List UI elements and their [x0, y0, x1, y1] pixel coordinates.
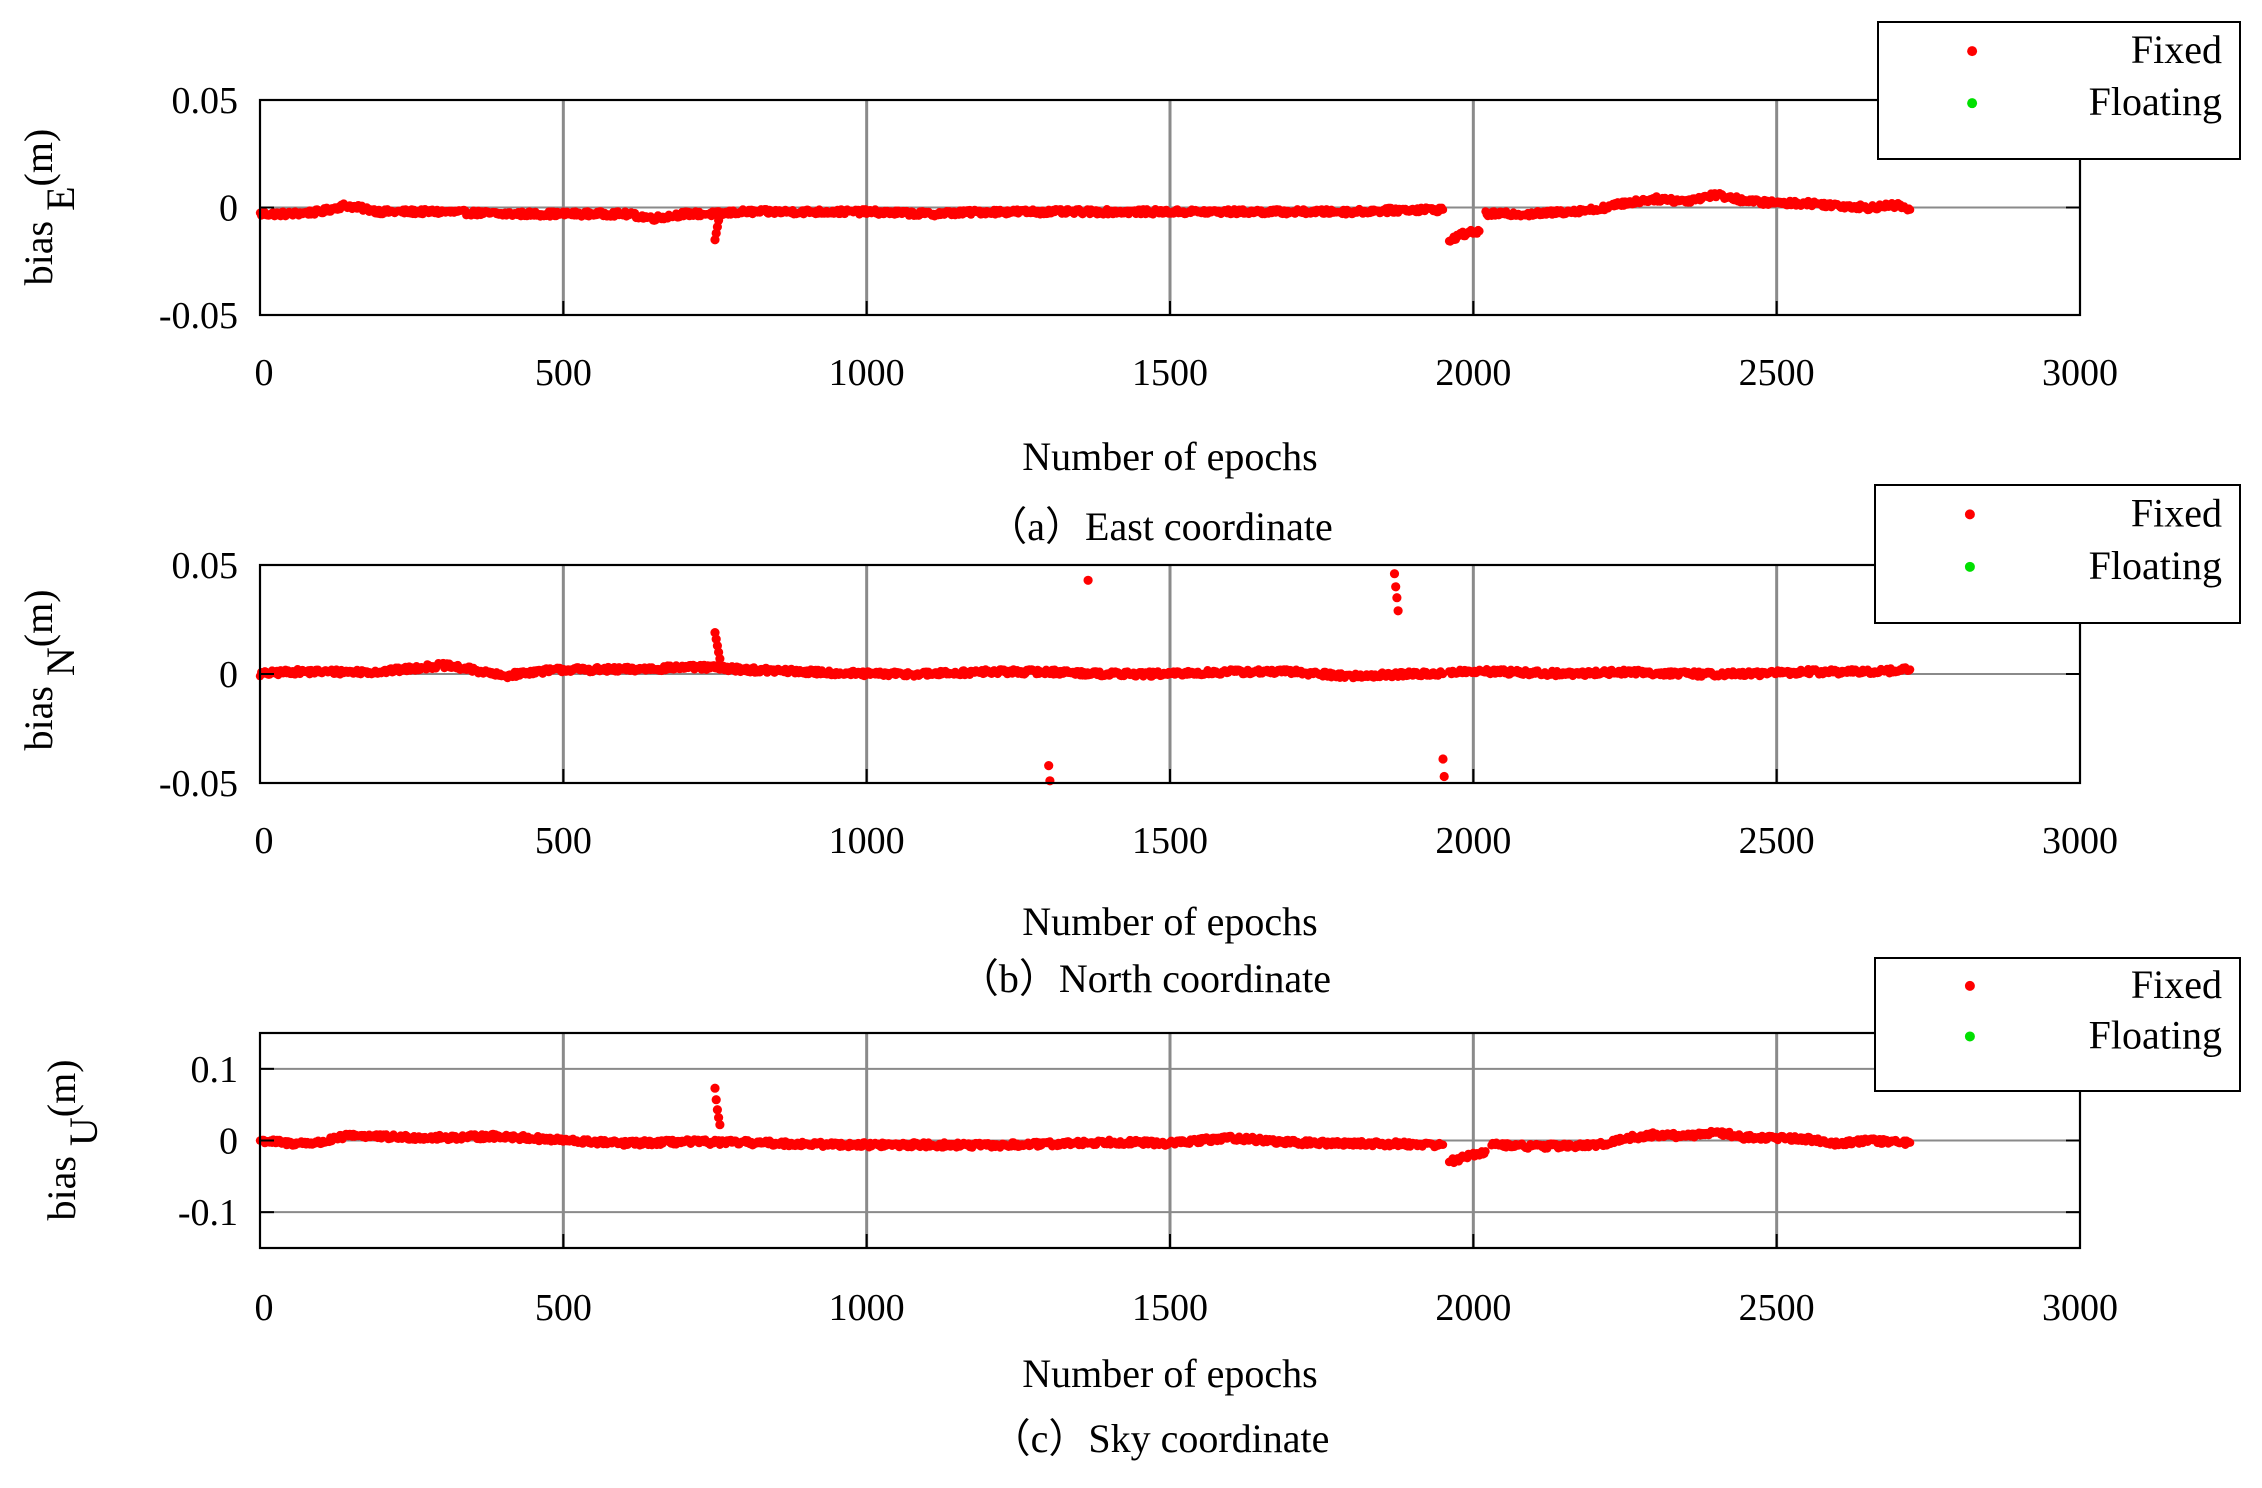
x-tick-label: 500 — [535, 352, 592, 394]
x-tick-label: 0 — [255, 1287, 274, 1329]
legend: Fixed Floating — [1874, 484, 2241, 624]
series-fixed-points — [255, 1083, 1915, 1168]
x-tick-label: 0 — [255, 352, 274, 394]
x-tick-label: 2500 — [1739, 352, 1815, 394]
legend: Fixed Floating — [1874, 957, 2241, 1092]
data-point — [1905, 1138, 1915, 1147]
y-axis-label-subscript: N — [38, 647, 83, 676]
legend: Fixed Floating — [1877, 21, 2241, 160]
y-tick-label: -0.05 — [159, 763, 238, 805]
legend-box — [1874, 957, 2241, 1092]
x-tick-label: 1000 — [829, 352, 905, 394]
subplot-caption: （b）North coordinate — [959, 956, 1331, 1001]
y-tick-label: 0 — [219, 1121, 238, 1163]
legend-fixed-label: Fixed — [2131, 962, 2222, 1007]
data-point — [1481, 1147, 1490, 1156]
y-axis-label-unit: (m) — [16, 589, 61, 647]
outlier-point — [1044, 761, 1054, 771]
legend-floating-marker — [1967, 98, 1978, 109]
y-axis-label: bias E(m) — [16, 129, 83, 286]
outlier-point — [1083, 575, 1093, 585]
x-tick-label: 1000 — [829, 820, 905, 862]
y-axis-label-subscript: E — [38, 186, 83, 210]
y-axis-label: bias N(m) — [16, 589, 83, 750]
outlier-point — [710, 1083, 720, 1093]
x-axis-label: Number of epochs — [1022, 899, 1317, 944]
y-axis-label-main: bias — [16, 211, 61, 285]
legend-fixed-marker — [1964, 980, 1975, 991]
chart-up: 0.1 0 -0.1 0 500 1000 1500 2000 2500 3000 Number o… — [39, 957, 2241, 1461]
x-tick-label: 2500 — [1739, 1287, 1815, 1329]
x-axis-label: Number of epochs — [1022, 434, 1317, 479]
legend-floating-marker — [1964, 561, 1975, 572]
x-tick-label: 2000 — [1435, 820, 1511, 862]
outlier-point — [712, 1105, 723, 1115]
data-point — [1905, 665, 1915, 674]
series-fixed-points — [255, 569, 1915, 786]
y-tick-label: -0.1 — [178, 1192, 238, 1234]
x-tick-label: 500 — [535, 820, 592, 862]
y-tick-label: 0 — [219, 654, 238, 696]
legend-fixed-label: Fixed — [2131, 490, 2222, 535]
x-tick-label: 2500 — [1739, 820, 1815, 862]
x-tick-label: 500 — [535, 1287, 592, 1329]
outlier-point — [1439, 771, 1449, 782]
outlier-point — [715, 1120, 725, 1130]
x-tick-label: 2000 — [1435, 1287, 1511, 1329]
outlier-point — [1393, 606, 1403, 616]
legend-box — [1874, 484, 2241, 624]
legend-box — [1877, 21, 2241, 160]
legend-floating-marker — [1964, 1031, 1975, 1042]
legend-fixed-marker — [1964, 509, 1975, 520]
outlier-point — [711, 1095, 721, 1105]
x-tick-label: 1500 — [1132, 1287, 1208, 1329]
outlier-point — [714, 1113, 724, 1123]
legend-floating-label: Floating — [2089, 543, 2222, 588]
subplot-caption: （c）Sky coordinate — [991, 1416, 1330, 1461]
outlier-point — [715, 654, 725, 664]
series-fixed-points — [255, 189, 1915, 246]
x-tick-label: 1500 — [1132, 352, 1208, 394]
legend-fixed-marker — [1967, 46, 1978, 57]
chart-north: 0.05 0 -0.05 0 500 1000 1500 2000 2500 3000 Number… — [16, 484, 2241, 1001]
x-tick-label: 2000 — [1435, 352, 1511, 394]
x-axis-label: Number of epochs — [1022, 1351, 1317, 1396]
outlier-point — [1389, 569, 1400, 579]
y-tick-label: 0 — [219, 188, 238, 230]
outlier-point — [1392, 593, 1402, 603]
y-axis-label-subscript: U — [61, 1117, 106, 1146]
legend-fixed-label: Fixed — [2131, 27, 2222, 72]
outlier-point — [1438, 754, 1448, 764]
x-tick-label: 3000 — [2042, 352, 2118, 394]
y-tick-label: -0.05 — [159, 295, 238, 337]
y-tick-label: 0.05 — [172, 80, 239, 122]
legend-floating-label: Floating — [2089, 1012, 2222, 1057]
y-axis-label-main: bias — [16, 676, 61, 750]
data-point — [1905, 205, 1915, 214]
y-axis-label-unit: (m) — [39, 1059, 84, 1117]
outlier-point — [715, 211, 725, 221]
y-axis-label-main: bias — [39, 1146, 84, 1220]
outlier-point — [1391, 582, 1401, 592]
data-point — [1475, 226, 1484, 236]
data-point — [1438, 1140, 1448, 1150]
x-tick-label: 1500 — [1132, 820, 1208, 862]
subplot-caption: （a）East coordinate — [987, 504, 1332, 549]
y-axis-label: bias U(m) — [39, 1059, 106, 1220]
data-point — [1438, 205, 1448, 214]
y-tick-label: 0.1 — [191, 1049, 239, 1091]
y-axis-label-unit: (m) — [16, 129, 61, 187]
y-tick-label: 0.05 — [172, 545, 239, 587]
x-tick-label: 3000 — [2042, 1287, 2118, 1329]
x-tick-label: 3000 — [2042, 820, 2118, 862]
chart-east: 0.05 0 -0.05 0 500 1000 1500 2000 2500 3000 Number… — [16, 21, 2241, 549]
x-tick-label: 1000 — [829, 1287, 905, 1329]
legend-floating-label: Floating — [2089, 79, 2222, 124]
x-tick-label: 0 — [255, 820, 274, 862]
